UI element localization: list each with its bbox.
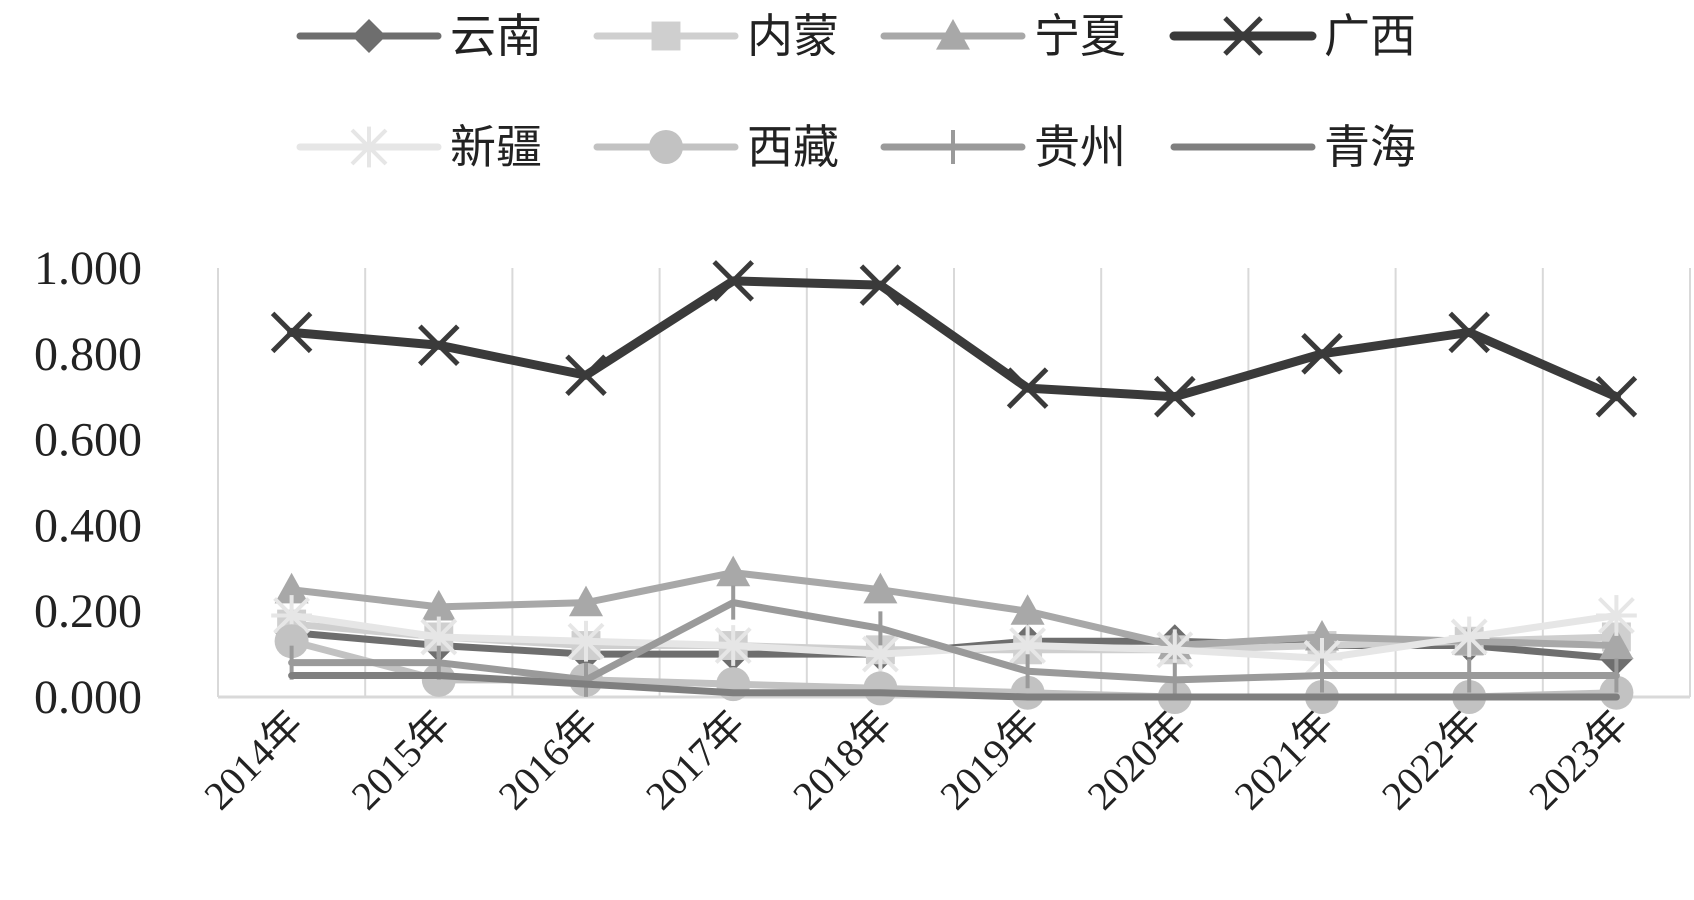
legend-item: 云南 <box>296 9 542 63</box>
x-tick-label: 2022年 <box>1373 702 1490 819</box>
legend-item: 贵州 <box>880 120 1126 174</box>
data-point-circle <box>421 662 456 697</box>
x-tick-label: 2018年 <box>784 702 901 819</box>
legend-item: 内蒙 <box>593 9 839 63</box>
data-point-x <box>859 264 902 306</box>
series-line <box>288 599 1620 684</box>
y-tick-label: 1.000 <box>34 242 142 295</box>
x-tick-label: 2023年 <box>1520 702 1637 819</box>
marker-stroke <box>1154 375 1196 418</box>
data-point-x <box>270 311 313 354</box>
series-line <box>288 672 1620 701</box>
legend-label: 新疆 <box>450 120 542 174</box>
data-point-triangle <box>936 19 970 50</box>
data-point-x <box>1006 367 1049 409</box>
y-tick-label: 0.200 <box>34 585 142 638</box>
x-tick-label: 2021年 <box>1226 702 1343 819</box>
marker-stroke <box>270 311 313 354</box>
data-point-triangle <box>421 589 456 621</box>
data-point-triangle <box>716 555 751 587</box>
series-line <box>287 276 1621 402</box>
series-line <box>288 569 1620 650</box>
legend-item: 西藏 <box>593 120 839 174</box>
data-point-x <box>1154 375 1196 418</box>
marker-stroke <box>1595 375 1638 418</box>
marker-stroke <box>1301 333 1343 375</box>
data-point-triangle <box>1010 594 1045 625</box>
series-layer <box>270 260 1638 714</box>
x-tick-label: 2017年 <box>637 702 754 819</box>
data-point-x <box>418 324 460 366</box>
legend-item: 新疆 <box>296 120 542 174</box>
marker-stroke <box>1223 16 1263 56</box>
legend-label: 贵州 <box>1034 120 1126 174</box>
x-tick-label: 2019年 <box>931 702 1048 819</box>
data-point-asterisk <box>348 126 390 168</box>
data-point-circle <box>863 671 898 706</box>
data-point-triangle <box>1599 628 1634 660</box>
series-3 <box>270 260 1638 418</box>
legend-item: 广西 <box>1169 9 1416 63</box>
legend-label: 西藏 <box>747 120 839 174</box>
x-tick-label: 2020年 <box>1078 702 1195 819</box>
y-tick-label: 0.400 <box>34 499 142 552</box>
data-point-asterisk <box>1448 616 1490 658</box>
data-point-circle <box>274 624 309 659</box>
series-7 <box>288 672 1620 701</box>
legend-label: 云南 <box>450 9 542 63</box>
data-point-asterisk <box>712 625 754 666</box>
x-tick-label: 2016年 <box>490 702 607 819</box>
marker-stroke <box>1006 367 1049 409</box>
data-point-circle <box>649 130 683 164</box>
x-tick-label: 2014年 <box>195 702 312 819</box>
y-tick-label: 0.600 <box>34 414 142 467</box>
data-point-asterisk <box>1596 595 1637 636</box>
x-tick-label: 2015年 <box>342 702 459 819</box>
legend-item: 青海 <box>1170 120 1416 174</box>
data-point-asterisk <box>418 616 460 658</box>
data-point-triangle <box>863 572 898 604</box>
axes: 0.000 0.200 0.400 0.600 0.800 1.000 2014年 2015年… <box>34 242 1690 818</box>
data-point-x <box>1448 311 1490 354</box>
data-point-square <box>651 21 681 51</box>
data-point-x <box>565 354 607 397</box>
series-4 <box>271 595 1637 679</box>
data-point-circle <box>1599 675 1634 710</box>
y-tick-label: 0.800 <box>34 328 142 381</box>
data-point-triangle <box>274 572 309 604</box>
data-point-x <box>1595 375 1638 418</box>
legend-item: 宁夏 <box>880 9 1126 63</box>
data-point-diamond <box>352 19 386 53</box>
data-point-x <box>712 260 754 302</box>
legend-label: 青海 <box>1324 120 1416 174</box>
data-point-circle <box>1010 675 1045 710</box>
marker-stroke <box>712 260 754 302</box>
y-tick-label: 0.000 <box>34 671 142 724</box>
data-point-x <box>1223 16 1263 56</box>
data-point-triangle <box>1305 619 1339 651</box>
marker-stroke <box>1448 311 1490 354</box>
legend-label: 广西 <box>1324 9 1416 63</box>
data-point-asterisk <box>565 620 607 662</box>
legend-label: 宁夏 <box>1034 9 1126 63</box>
data-point-x <box>1301 333 1343 375</box>
marker-stroke <box>418 324 460 366</box>
marker-stroke <box>859 264 902 306</box>
marker-stroke <box>565 354 607 397</box>
data-point-triangle <box>569 585 603 617</box>
legend-label: 内蒙 <box>747 9 839 63</box>
